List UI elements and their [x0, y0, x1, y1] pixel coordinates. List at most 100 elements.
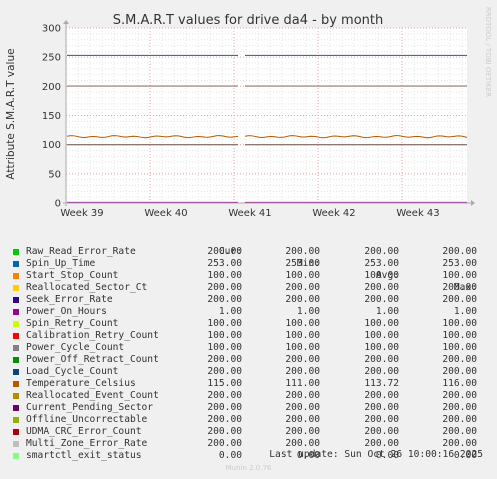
legend-series-name: Power_On_Hours — [26, 306, 107, 317]
legend-row: Spin_Up_Time 253.00 253.00 253.00 253.00 — [12, 258, 486, 270]
legend-min-value: 200.00 — [285, 426, 320, 437]
legend-swatch — [13, 261, 19, 267]
legend-swatch — [13, 345, 19, 351]
legend-min-value: 253.00 — [285, 258, 320, 269]
legend-swatch — [13, 369, 19, 375]
y-tick-label: 0 — [55, 199, 61, 210]
legend-avg-value: 200.00 — [364, 414, 399, 425]
legend-avg-value: 200.00 — [364, 438, 399, 449]
y-tick-label: 300 — [42, 24, 61, 35]
legend-series-name: Calibration_Retry_Count — [26, 330, 159, 341]
legend-row: Spin_Retry_Count 100.00 100.00 100.00 100.00 — [12, 318, 486, 330]
legend-row: Power_Cycle_Count 100.00 100.00 100.00 100.0… — [12, 342, 486, 354]
legend-avg-value: 100.00 — [364, 318, 399, 329]
y-tick-label: 150 — [42, 111, 61, 122]
chart-title: S.M.A.R.T values for drive da4 - by mont… — [113, 13, 383, 28]
series-line-temperature-celsius — [244, 135, 468, 139]
legend-max-value: 1.00 — [453, 306, 477, 317]
legend-series-name: Offline_Uncorrectable — [26, 414, 148, 425]
y-axis-label: Attribute S.M.A.R.T value — [5, 48, 17, 179]
legend-row: Reallocated_Sector_Ct 200.00 200.00 200.00 2… — [12, 282, 486, 294]
legend-row: Offline_Uncorrectable 200.00 200.00 200.00 2… — [12, 414, 486, 426]
legend-max-value: 200.00 — [442, 246, 477, 257]
legend-min-value: 1.00 — [296, 306, 320, 317]
legend-max-value: 100.00 — [442, 270, 477, 281]
legend-cur-value: 200.00 — [207, 426, 242, 437]
legend-cur-value: 1.00 — [218, 306, 242, 317]
legend-row: UDMA_CRC_Error_Count 200.00 200.00 200.00 20… — [12, 426, 486, 438]
legend-min-value: 200.00 — [285, 366, 320, 377]
col-min-header: Min: — [296, 258, 320, 269]
col-max-header: Max: — [453, 282, 477, 293]
legend-min-value: 200.00 — [285, 354, 320, 365]
legend-series-name: Seek_Error_Rate — [26, 294, 113, 305]
legend-avg-value: 200.00 — [364, 354, 399, 365]
legend-avg-value: 253.00 — [364, 258, 399, 269]
rrdtool-credit: RRDTOOL / TOBI OETIKER — [484, 7, 492, 97]
legend-series-name: Multi_Zone_Error_Rate — [26, 438, 148, 449]
legend-cur-value: 253.00 — [207, 258, 242, 269]
y-tick-label: 200 — [42, 82, 61, 93]
legend-swatch — [13, 297, 19, 303]
legend-series-name: UDMA_CRC_Error_Count — [26, 426, 142, 437]
legend-series-name: Power_Off_Retract_Count — [26, 354, 159, 365]
legend-max-value: 100.00 — [442, 330, 477, 341]
legend-min-value: 200.00 — [285, 282, 320, 293]
legend-min-value: 100.00 — [285, 342, 320, 353]
legend-cur-value: 100.00 — [207, 330, 242, 341]
legend-max-value: 200.00 — [442, 390, 477, 401]
legend-min-value: 100.00 — [285, 330, 320, 341]
legend-max-value: 200.00 — [442, 414, 477, 425]
legend-swatch — [13, 273, 19, 279]
legend-max-value: 200.00 — [442, 438, 477, 449]
legend-avg-value: 0.00 — [375, 450, 399, 461]
legend-avg-value: 100.00 — [364, 270, 399, 281]
legend-row: Start_Stop_Count 100.00 100.00 100.00 100.00 — [12, 270, 486, 282]
legend-row: Current_Pending_Sector 200.00 200.00 200.00… — [12, 402, 486, 414]
legend-series-name: Raw_Read_Error_Rate — [26, 246, 136, 257]
col-cur-header: Cur: — [218, 246, 242, 257]
legend-row: Multi_Zone_Error_Rate 200.00 200.00 200.00 2… — [12, 438, 486, 450]
legend-max-value: 100.00 — [442, 318, 477, 329]
legend-swatch — [13, 333, 19, 339]
legend-swatch — [13, 357, 19, 363]
legend-row: Raw_Read_Error_Rate 200.00 200.00 200.00 200… — [12, 246, 486, 258]
x-tick-label: Week 42 — [312, 208, 355, 219]
legend-max-value: 200.00 — [442, 426, 477, 437]
legend-series-name: Load_Cycle_Count — [26, 366, 119, 377]
legend-min-value: 111.00 — [285, 378, 320, 389]
legend-series-name: Spin_Retry_Count — [26, 318, 119, 329]
legend-swatch — [13, 321, 19, 327]
legend-series-name: Spin_Up_Time — [26, 258, 96, 269]
legend-series-name: Current_Pending_Sector — [26, 402, 154, 413]
legend-row: Reallocated_Event_Count 200.00 200.00 200.0… — [12, 390, 486, 402]
y-tick-label: 50 — [48, 169, 61, 180]
legend-min-value: 200.00 — [285, 294, 320, 305]
legend-avg-value: 1.00 — [375, 306, 399, 317]
legend-min-value: 200.00 — [285, 246, 320, 257]
legend-max-value: 200.00 — [442, 402, 477, 413]
legend-max-value: 200.00 — [442, 294, 477, 305]
y-tick-label: 250 — [42, 53, 61, 64]
legend-max-value: 253.00 — [442, 258, 477, 269]
legend-swatch — [13, 453, 19, 459]
legend-series-name: smartctl_exit_status — [26, 450, 142, 461]
legend-row: Calibration_Retry_Count 100.00 100.00 100.0… — [12, 330, 486, 342]
legend-max-value: 200.00 — [442, 354, 477, 365]
y-tick-label: 100 — [42, 140, 61, 151]
legend-min-value: 100.00 — [285, 270, 320, 281]
legend-max-value: 100.00 — [442, 342, 477, 353]
legend-cur-value: 0.00 — [218, 450, 242, 461]
x-tick-label: Week 40 — [144, 208, 187, 219]
legend-swatch — [13, 441, 19, 447]
legend-max-value: 116.00 — [442, 378, 477, 389]
legend-series-name: Temperature_Celsius — [26, 378, 136, 389]
legend-cur-value: 200.00 — [207, 402, 242, 413]
y-axis-arrow — [63, 20, 69, 24]
legend-avg-value: 200.00 — [364, 390, 399, 401]
legend-min-value: 100.00 — [285, 318, 320, 329]
legend-cur-value: 200.00 — [207, 246, 242, 257]
legend-row: Load_Cycle_Count 200.00 200.00 200.00 200.00 — [12, 366, 486, 378]
legend-series-name: Start_Stop_Count — [26, 270, 119, 281]
legend-avg-value: 200.00 — [364, 246, 399, 257]
